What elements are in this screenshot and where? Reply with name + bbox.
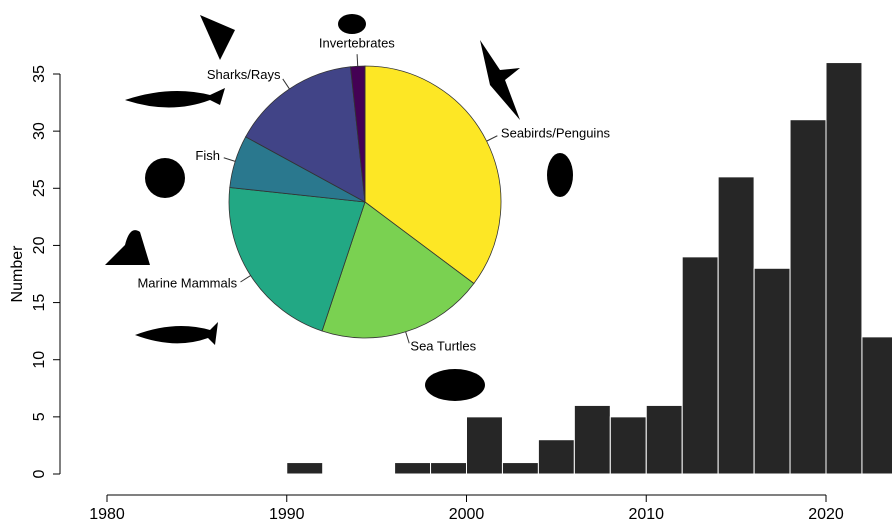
x-tick-label: 2020 <box>808 506 844 523</box>
bar <box>717 176 755 475</box>
bar <box>501 462 539 475</box>
y-tick-label: 20 <box>31 236 48 254</box>
pie-label: Marine Mammals <box>137 276 237 291</box>
pie-slice <box>364 65 502 285</box>
pie-label: Sharks/Rays <box>207 67 281 82</box>
bar <box>861 336 892 475</box>
y-axis-title: Number <box>9 245 26 303</box>
pie-label: Fish <box>195 148 220 163</box>
bar <box>573 404 611 475</box>
bar <box>825 62 863 475</box>
bar <box>645 404 683 475</box>
pie-slice <box>228 187 366 332</box>
fish-icon <box>145 158 185 198</box>
bar <box>286 462 324 475</box>
pie-label: Seabirds/Penguins <box>501 125 611 140</box>
leader-line <box>405 331 410 344</box>
jellyfish-icon <box>338 14 366 34</box>
bar <box>430 462 467 475</box>
pie-label: Sea Turtles <box>410 338 476 353</box>
y-tick-label: 10 <box>31 351 48 369</box>
bar <box>609 416 647 475</box>
leader-line <box>223 157 236 162</box>
leader-line <box>282 78 290 90</box>
bar <box>537 439 575 475</box>
x-tick-label: 2010 <box>628 506 664 523</box>
pie-label: Invertebrates <box>319 36 395 51</box>
turtle-icon <box>425 369 485 401</box>
y-tick-label: 0 <box>31 469 48 478</box>
x-tick-label: 2000 <box>449 506 485 523</box>
x-tick-label: 1980 <box>89 506 125 523</box>
penguin-icon <box>547 153 573 197</box>
bar <box>753 267 791 475</box>
bar <box>394 462 432 475</box>
y-tick-label: 30 <box>31 122 48 140</box>
whale-icon <box>135 322 218 345</box>
y-tick-label: 25 <box>31 179 48 197</box>
y-tick-label: 35 <box>31 65 48 83</box>
bar <box>466 416 503 475</box>
leader-line <box>240 275 251 283</box>
shark-icon <box>125 88 225 108</box>
leader-line <box>356 54 359 67</box>
pie-slice <box>245 66 366 203</box>
bar <box>789 119 827 475</box>
pie: Seabirds/Penguins Sea Turtles Marine Mamma… <box>137 36 610 354</box>
ray-icon <box>200 15 235 60</box>
bird-icon <box>480 40 520 120</box>
y-tick-label: 15 <box>31 294 48 312</box>
seal-icon <box>105 230 150 265</box>
x-tick-label: 1990 <box>269 506 305 523</box>
y-tick-label: 5 <box>31 412 48 421</box>
axes: 0 5 10 15 20 25 30 35 Number 1980 1990 2000 2010 2020 <box>9 62 892 523</box>
leader-line <box>486 135 498 142</box>
bar <box>681 256 719 475</box>
silhouettes <box>105 14 573 401</box>
